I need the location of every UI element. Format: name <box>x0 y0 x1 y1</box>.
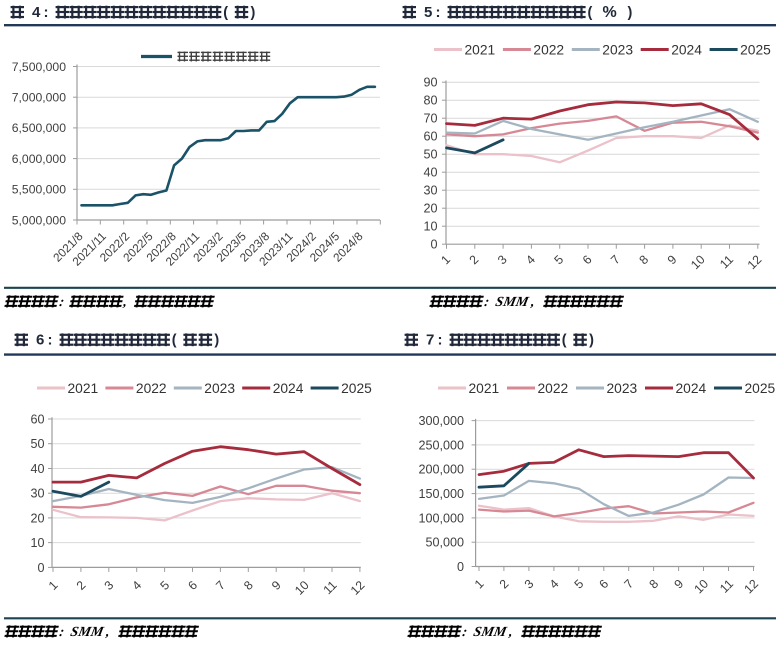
svg-text:2021: 2021 <box>469 381 500 396</box>
svg-text:2023: 2023 <box>602 42 633 57</box>
svg-text:,: , <box>104 624 112 639</box>
svg-text::: : <box>44 4 49 21</box>
svg-text:10: 10 <box>30 536 44 550</box>
svg-text:30: 30 <box>30 487 44 501</box>
svg-text:20: 20 <box>30 511 44 525</box>
svg-text:0: 0 <box>430 238 437 252</box>
svg-text:2022: 2022 <box>136 381 167 396</box>
svg-text:2022: 2022 <box>538 381 569 396</box>
svg-text:SMM: SMM <box>69 624 105 640</box>
svg-text:4: 4 <box>32 4 41 21</box>
svg-text:6,000,000: 6,000,000 <box>12 152 66 166</box>
svg-text::: : <box>438 332 443 349</box>
svg-text:300,000: 300,000 <box>418 414 464 428</box>
svg-text:7,500,000: 7,500,000 <box>12 60 66 74</box>
svg-text::: : <box>48 332 53 349</box>
svg-text:90: 90 <box>423 76 437 90</box>
svg-text:): ) <box>251 5 256 21</box>
svg-text:150,000: 150,000 <box>418 487 464 501</box>
svg-text:200,000: 200,000 <box>418 463 464 477</box>
svg-text:20: 20 <box>423 202 437 216</box>
svg-text::: : <box>483 294 491 309</box>
svg-text:60: 60 <box>30 412 44 426</box>
svg-text:2025: 2025 <box>341 381 372 396</box>
svg-text:SMM: SMM <box>494 294 530 310</box>
svg-text:2024: 2024 <box>273 381 304 396</box>
svg-text:(: ( <box>588 5 593 21</box>
svg-text:2025: 2025 <box>745 381 776 396</box>
svg-text:7,000,000: 7,000,000 <box>12 91 66 105</box>
svg-text:6: 6 <box>36 332 44 349</box>
svg-text:50: 50 <box>423 148 437 162</box>
svg-text:0: 0 <box>37 561 44 575</box>
svg-text:30: 30 <box>423 184 437 198</box>
svg-text:,: , <box>121 294 129 309</box>
svg-text::: : <box>58 624 66 639</box>
svg-text:2024: 2024 <box>676 381 707 396</box>
svg-text:5: 5 <box>424 4 432 21</box>
svg-text:,: , <box>507 624 515 639</box>
svg-text:60: 60 <box>423 130 437 144</box>
svg-text:40: 40 <box>423 166 437 180</box>
svg-text:2023: 2023 <box>607 381 638 396</box>
svg-text:2025: 2025 <box>740 42 771 57</box>
svg-text:5,000,000: 5,000,000 <box>12 213 66 227</box>
svg-text:0: 0 <box>457 560 464 574</box>
svg-text:%: % <box>603 4 617 21</box>
svg-text:2021: 2021 <box>68 381 99 396</box>
svg-text:70: 70 <box>423 112 437 126</box>
svg-text:100,000: 100,000 <box>418 511 464 525</box>
svg-text::: : <box>461 624 469 639</box>
svg-text:2022: 2022 <box>533 42 564 57</box>
svg-text:80: 80 <box>423 94 437 108</box>
svg-text:SMM: SMM <box>472 624 508 640</box>
svg-text:10: 10 <box>423 220 437 234</box>
svg-text:(: ( <box>223 5 228 21</box>
svg-text:5,500,000: 5,500,000 <box>12 183 66 197</box>
svg-text::: : <box>58 294 66 309</box>
svg-text:,: , <box>529 294 537 309</box>
svg-text:6,500,000: 6,500,000 <box>12 121 66 135</box>
svg-text:50,000: 50,000 <box>425 536 464 550</box>
svg-text:(: ( <box>562 333 567 349</box>
svg-text:2023: 2023 <box>204 381 235 396</box>
svg-text:50: 50 <box>30 437 44 451</box>
svg-text:250,000: 250,000 <box>418 438 464 452</box>
svg-text:): ) <box>589 333 594 349</box>
svg-text:(: ( <box>172 333 177 349</box>
svg-text:): ) <box>628 5 633 21</box>
svg-text:7: 7 <box>426 332 434 349</box>
svg-text::: : <box>436 4 441 21</box>
svg-text:2024: 2024 <box>671 42 702 57</box>
svg-text:2021: 2021 <box>465 42 496 57</box>
svg-text:40: 40 <box>30 462 44 476</box>
svg-text:): ) <box>214 333 219 349</box>
